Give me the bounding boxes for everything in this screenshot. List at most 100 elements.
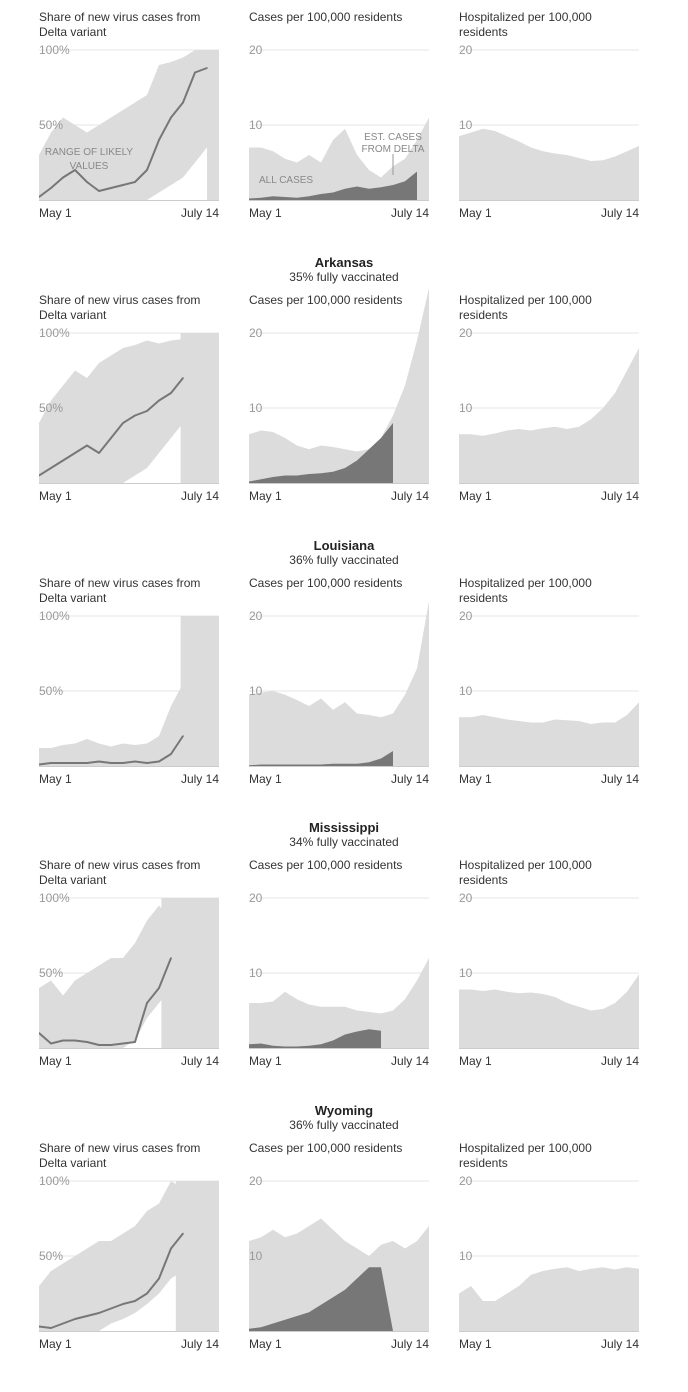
- y-tick-label: 20: [249, 609, 263, 623]
- recent-data-shade: [180, 333, 219, 483]
- x-tick-label-end: July 14: [181, 772, 219, 786]
- chart-panel-hosp: Hospitalized per 100,000 residents 10 20 Ma…: [459, 576, 639, 786]
- x-tick-label-end: July 14: [391, 772, 429, 786]
- x-tick-label-start: May 1: [39, 206, 72, 220]
- chart-svg: 10 20 May 1 July 14: [459, 1174, 639, 1351]
- data-point: [158, 760, 160, 763]
- data-point: [50, 1327, 52, 1329]
- chart-svg: 10 20 May 1 July 14: [249, 601, 429, 786]
- likely-range-band: [39, 905, 171, 1048]
- vaccination-rate: 35% fully vaccinated: [289, 270, 399, 284]
- data-point: [122, 422, 124, 424]
- range-annotation: VALUES: [70, 161, 109, 172]
- chart-panel-cases: Cases per 100,000 residents 10 20 May 1 July…: [249, 858, 429, 1068]
- y-tick-label: 10: [249, 1249, 263, 1263]
- chart-panel-delta: Share of new virus cases from Delta vari…: [39, 858, 219, 1068]
- x-tick-label-start: May 1: [459, 489, 492, 503]
- data-point: [134, 1300, 136, 1302]
- chart-panel-cases: Cases per 100,000 residents 10 20 May 1 July…: [249, 10, 429, 220]
- y-tick-label: 50%: [39, 118, 63, 132]
- x-tick-label-end: July 14: [601, 1054, 639, 1068]
- y-tick-label: 50%: [39, 966, 63, 980]
- data-point: [134, 1041, 136, 1043]
- delta-cases-area: [249, 171, 417, 200]
- panel-title: Cases per 100,000 residents: [249, 1141, 403, 1155]
- y-tick-label: 20: [459, 1174, 473, 1188]
- data-point: [39, 1032, 40, 1034]
- x-tick-label-start: May 1: [459, 1337, 492, 1351]
- plot-area: [39, 616, 219, 766]
- y-tick-label: 10: [459, 684, 473, 698]
- data-point: [110, 187, 112, 189]
- state-header: Mississippi 34% fully vaccinated: [0, 820, 688, 849]
- data-point: [86, 1315, 88, 1317]
- delta-cases-area: [249, 751, 393, 766]
- panel-title: Share of new virus cases from Delta vari…: [39, 576, 201, 605]
- y-tick-label: 20: [249, 43, 263, 57]
- data-point: [206, 67, 208, 69]
- data-point: [146, 410, 148, 412]
- state-name: Wyoming: [314, 1103, 374, 1118]
- plot-area: [459, 974, 639, 1048]
- x-tick-label-end: July 14: [181, 1337, 219, 1351]
- data-point: [182, 735, 184, 737]
- est-delta-annotation: FROM DELTA: [362, 144, 425, 155]
- likely-range-band: [39, 50, 207, 200]
- data-point: [182, 1232, 184, 1235]
- y-tick-label: 20: [249, 891, 263, 905]
- delta-share-line: [39, 957, 172, 1046]
- y-tick-label: 10: [249, 684, 263, 698]
- hospitalized-area: [459, 974, 639, 1048]
- data-point: [158, 139, 160, 141]
- y-tick-label: 10: [249, 118, 263, 132]
- chart-svg: 50% 100% May 1 July 14 RANGE OF LIKELY VALUES: [39, 43, 219, 220]
- data-point: [86, 1041, 88, 1043]
- panel-title: Share of new virus cases from Delta vari…: [39, 10, 201, 39]
- data-point: [134, 414, 136, 417]
- vaccination-rate: 36% fully vaccinated: [289, 1118, 399, 1132]
- panel-title: Share of new virus cases from Delta vari…: [39, 1141, 201, 1170]
- vaccination-rate: 36% fully vaccinated: [289, 553, 399, 567]
- data-point: [122, 184, 124, 186]
- state-header: Wyoming 36% fully vaccinated: [0, 1103, 688, 1132]
- all-cases-area: [249, 601, 429, 766]
- chart-svg: 10 20 May 1 July 14: [459, 609, 639, 786]
- data-point: [86, 181, 88, 183]
- y-tick-label: 20: [249, 326, 263, 340]
- data-point: [98, 1312, 100, 1314]
- x-tick-label-start: May 1: [249, 772, 282, 786]
- vaccination-rate: 34% fully vaccinated: [289, 835, 399, 849]
- y-tick-label: 100%: [39, 891, 70, 905]
- all-cases-area: [249, 117, 429, 200]
- est-delta-annotation: EST. CASES: [364, 132, 422, 143]
- y-tick-label: 100%: [39, 43, 70, 57]
- panel-title: Hospitalized per 100,000 residents: [459, 1141, 592, 1170]
- data-point: [170, 753, 172, 755]
- chart-panel-cases: Cases per 100,000 residents 10 20 May 1 July…: [249, 288, 429, 503]
- panel-title: Share of new virus cases from Delta vari…: [39, 858, 201, 887]
- state-name: Mississippi: [308, 820, 380, 835]
- data-point: [39, 196, 40, 198]
- y-tick-label: 20: [249, 1174, 263, 1188]
- panel-title: Share of new virus cases from Delta vari…: [39, 293, 201, 322]
- chart-panel-delta: Share of new virus cases from Delta vari…: [39, 1141, 219, 1351]
- panel-title: Hospitalized per 100,000 residents: [459, 858, 592, 887]
- panel-title: Cases per 100,000 residents: [249, 10, 403, 24]
- x-tick-label-end: July 14: [601, 1337, 639, 1351]
- plot-area: [39, 333, 219, 483]
- x-tick-label-start: May 1: [249, 489, 282, 503]
- plot-area: [249, 117, 429, 200]
- plot-area: [39, 1181, 219, 1331]
- panel-title: Hospitalized per 100,000 residents: [459, 293, 592, 322]
- data-point: [74, 1318, 76, 1320]
- data-point: [182, 101, 184, 104]
- data-point: [86, 762, 88, 764]
- y-tick-label: 100%: [39, 609, 70, 623]
- data-point: [110, 1044, 112, 1046]
- x-tick-label-end: July 14: [391, 1054, 429, 1068]
- y-tick-label: 10: [249, 966, 263, 980]
- state-name: Louisiana: [313, 538, 375, 553]
- chart-panel-hosp: Hospitalized per 100,000 residents 10 20 Ma…: [459, 858, 639, 1068]
- data-point: [74, 1039, 76, 1042]
- data-point: [146, 1002, 148, 1004]
